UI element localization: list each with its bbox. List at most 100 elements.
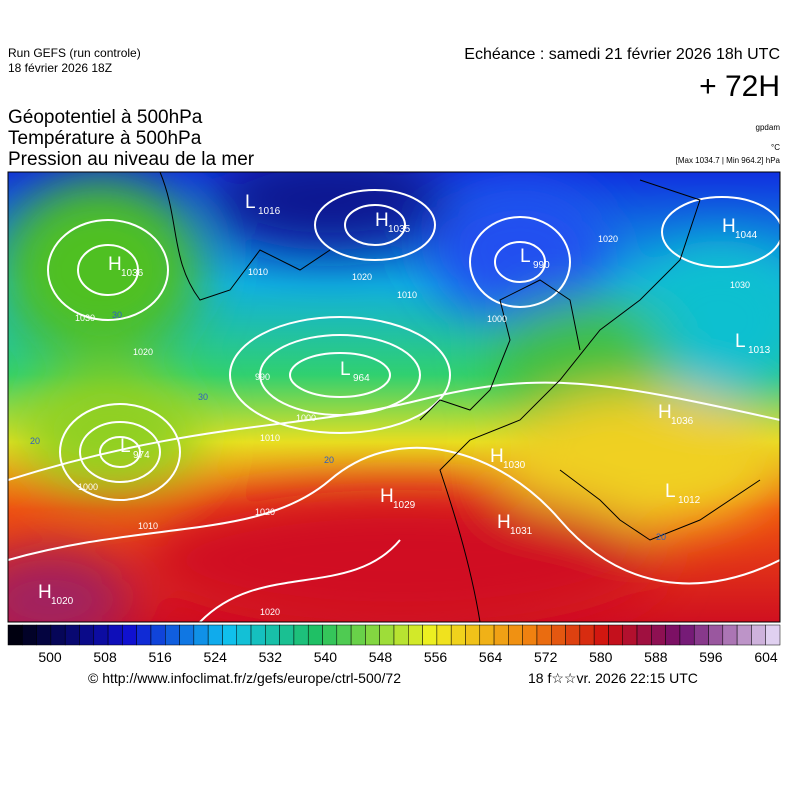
temperature-label: 30 bbox=[198, 392, 208, 402]
temperature-label: 20 bbox=[324, 455, 334, 465]
center-value: 1031 bbox=[510, 526, 533, 537]
center-value: 1020 bbox=[51, 596, 74, 607]
colorbar-swatch bbox=[408, 624, 423, 646]
isobar-label: 1020 bbox=[260, 607, 280, 617]
colorbar-swatch bbox=[93, 624, 109, 646]
center-value: 990 bbox=[533, 260, 550, 271]
colorbar-swatch bbox=[579, 624, 595, 646]
center-type: L bbox=[665, 481, 676, 502]
center-value: 964 bbox=[353, 373, 370, 384]
isobar-label: 1020 bbox=[255, 507, 275, 517]
colorbar-swatch bbox=[636, 624, 652, 646]
colorbar-label: 596 bbox=[699, 649, 723, 665]
center-type: L bbox=[120, 436, 131, 457]
isobar-label: 1000 bbox=[78, 482, 98, 492]
colorbar-swatch bbox=[165, 624, 180, 646]
colorbar-swatch bbox=[336, 624, 352, 646]
colorbar-label: 556 bbox=[424, 649, 448, 665]
colorbar-swatch bbox=[436, 624, 452, 646]
colorbar-label: 580 bbox=[589, 649, 613, 665]
center-type: H bbox=[658, 402, 672, 423]
center-value: 1036 bbox=[121, 268, 144, 279]
center-value: 1016 bbox=[258, 206, 281, 217]
colorbar-swatch bbox=[722, 624, 738, 646]
colorbar-swatch bbox=[622, 624, 638, 646]
center-value: 1012 bbox=[678, 495, 701, 506]
colorbar-swatch bbox=[293, 624, 309, 646]
center-value: 1044 bbox=[735, 230, 758, 241]
colorbar-swatch bbox=[508, 624, 523, 646]
colorbar-swatch bbox=[179, 624, 195, 646]
center-value: 1029 bbox=[393, 500, 416, 511]
colorbar-swatch bbox=[222, 624, 237, 646]
colorbar-label: 524 bbox=[204, 649, 228, 665]
colorbar-swatch bbox=[236, 624, 252, 646]
colorbar-swatch bbox=[250, 624, 266, 646]
center-value: 1030 bbox=[503, 460, 526, 471]
unit: °C bbox=[771, 143, 780, 152]
colorbar-swatch bbox=[593, 624, 609, 646]
colorbar-swatch bbox=[751, 624, 766, 646]
colorbar-swatch bbox=[22, 624, 37, 646]
colorbar-label: 508 bbox=[93, 649, 117, 665]
center-type: H bbox=[38, 582, 52, 603]
colorbar-label: 532 bbox=[259, 649, 283, 665]
run-date: 18 février 2026 18Z bbox=[8, 61, 113, 75]
center-type: L bbox=[520, 246, 531, 267]
unit: [Max 1034.7 | Min 964.2] hPa bbox=[675, 156, 780, 165]
isobar-label: 990 bbox=[255, 372, 270, 382]
center-value: 1036 bbox=[671, 416, 694, 427]
colorbar-swatch bbox=[679, 624, 695, 646]
temperature-label: 20 bbox=[656, 532, 666, 542]
lead-time: + 72H bbox=[699, 70, 780, 103]
colorbar-swatch bbox=[536, 624, 552, 646]
echeance: Echéance : samedi 21 février 2026 18h UT… bbox=[464, 46, 780, 63]
colorbar-swatch bbox=[708, 624, 724, 646]
colorbar-label: 548 bbox=[369, 649, 393, 665]
colorbar-swatch bbox=[379, 624, 395, 646]
colorbar-swatch bbox=[50, 624, 66, 646]
colorbar-swatch bbox=[307, 624, 323, 646]
isobar-label: 1020 bbox=[352, 272, 372, 282]
colorbar-label: 572 bbox=[534, 649, 558, 665]
colorbar-swatch bbox=[150, 624, 166, 646]
colorbar-swatch bbox=[7, 624, 23, 646]
center-type: L bbox=[735, 331, 746, 352]
colorbar-swatch bbox=[350, 624, 366, 646]
colorbar-swatch bbox=[765, 624, 781, 646]
colorbar-swatch bbox=[122, 624, 137, 646]
center-value: 974 bbox=[133, 450, 150, 461]
isobar-label: 1010 bbox=[248, 267, 268, 277]
colorbar-swatch bbox=[608, 624, 623, 646]
temperature-label: 20 bbox=[30, 436, 40, 446]
colorbar-label: 604 bbox=[754, 649, 778, 665]
isobar-label: 1030 bbox=[75, 313, 95, 323]
colorbar-swatch bbox=[479, 624, 495, 646]
colorbar-label: 540 bbox=[314, 649, 338, 665]
colorbar-swatch bbox=[450, 624, 466, 646]
center-value: 1013 bbox=[748, 345, 771, 356]
center-type: H bbox=[497, 512, 511, 533]
isobar-label: 1000 bbox=[487, 314, 507, 324]
title: Température à 500hPa bbox=[8, 128, 202, 149]
isobar-label: 1020 bbox=[598, 234, 618, 244]
center-type: H bbox=[380, 486, 394, 507]
colorbar-label: 564 bbox=[479, 649, 503, 665]
colorbar-swatch bbox=[551, 624, 566, 646]
colorbar-swatch bbox=[107, 624, 123, 646]
colorbar-swatch bbox=[193, 624, 209, 646]
center-value: 1035 bbox=[388, 224, 411, 235]
colorbar-swatch bbox=[522, 624, 538, 646]
center-type: H bbox=[490, 446, 504, 467]
center-type: H bbox=[722, 216, 736, 237]
colorbar-label: 516 bbox=[148, 649, 172, 665]
colorbar-swatch bbox=[64, 624, 80, 646]
colorbar-swatch bbox=[79, 624, 95, 646]
title: Pression au niveau de la mer bbox=[8, 149, 255, 170]
colorbar-swatch bbox=[465, 624, 481, 646]
colorbar-swatch bbox=[322, 624, 338, 646]
isobar-label: 1010 bbox=[397, 290, 417, 300]
center-type: L bbox=[340, 359, 351, 380]
run: Run GEFS (run controle) bbox=[8, 46, 141, 60]
